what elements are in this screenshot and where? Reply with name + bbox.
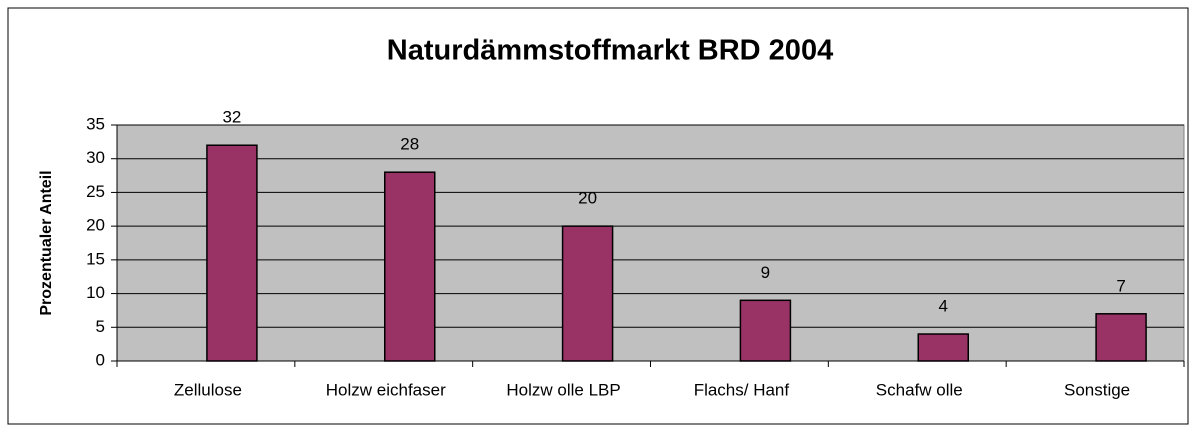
y-tick-label: 15 <box>86 249 105 268</box>
bar <box>917 333 969 362</box>
x-tick-label: Sonstige <box>1064 380 1130 399</box>
y-tick-label: 35 <box>86 114 105 133</box>
x-tick-label: Schafw olle <box>876 380 963 399</box>
x-tick-label: Zellulose <box>174 380 242 399</box>
bar <box>561 225 614 362</box>
data-label: 20 <box>578 189 597 208</box>
data-label: 9 <box>761 263 770 282</box>
data-label: 4 <box>939 297 948 316</box>
bar <box>1095 313 1147 362</box>
y-tick-label: 30 <box>86 148 105 167</box>
data-label: 28 <box>400 135 419 154</box>
y-tick-label: 20 <box>86 216 105 235</box>
y-tick-label: 0 <box>96 350 105 369</box>
y-axis-label: Prozentualer Anteil <box>38 170 55 315</box>
y-tick-label: 5 <box>96 317 105 336</box>
y-tick-label: 10 <box>86 283 105 302</box>
bar <box>384 171 436 362</box>
bar <box>206 144 258 362</box>
x-tick-label: Holzw eichfaser <box>326 380 446 399</box>
bar <box>739 299 792 362</box>
y-tick-label: 25 <box>86 182 105 201</box>
plot-area <box>116 124 1185 362</box>
chart-title: Naturdämmstoffmarkt BRD 2004 <box>387 35 833 67</box>
data-label: 32 <box>222 108 241 127</box>
x-tick-label: Flachs/ Hanf <box>694 380 790 399</box>
data-label: 7 <box>1116 276 1125 295</box>
x-tick-label: Holzw olle LBP <box>506 380 620 399</box>
